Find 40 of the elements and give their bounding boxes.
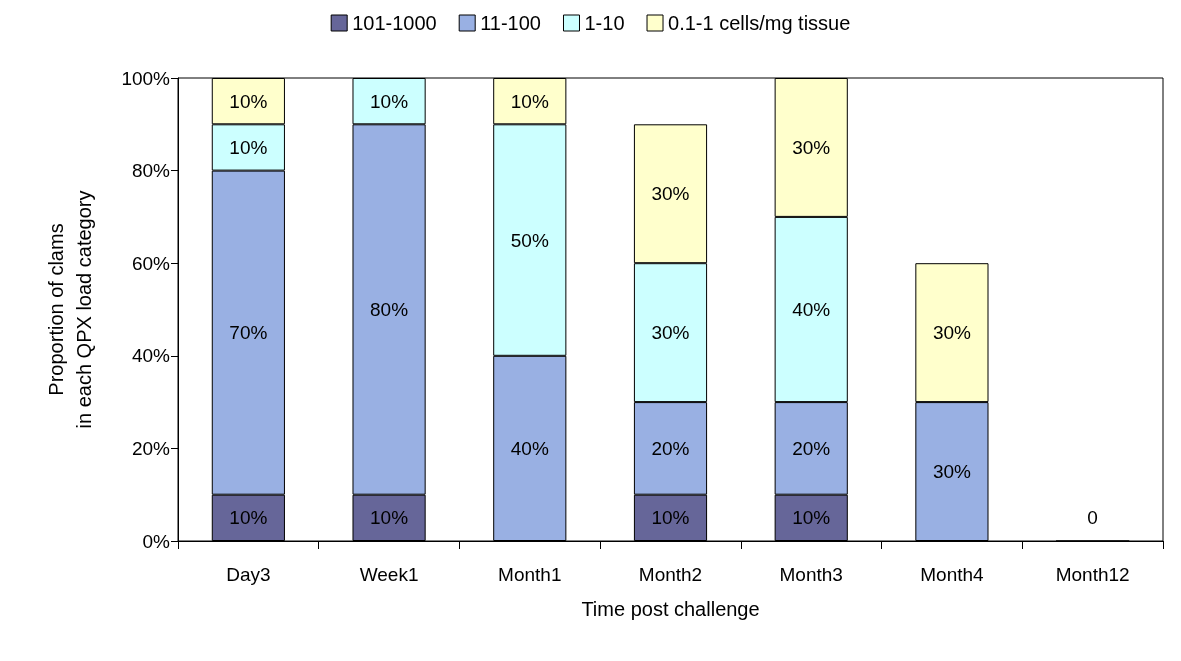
y-axis-title: Proportion of clams in each QPX load category (45, 190, 95, 429)
legend-label: 11-100 (480, 12, 541, 34)
data-label: 30% (792, 136, 831, 158)
x-tick-label: Day3 (226, 564, 271, 585)
data-label: 40% (792, 299, 831, 320)
data-label: 70% (229, 322, 268, 344)
data-label: 10% (370, 507, 409, 529)
data-label: 40% (510, 437, 549, 459)
data-label: 30% (651, 322, 690, 344)
x-tick-label: Month2 (638, 564, 703, 585)
data-label: 0 (1087, 506, 1098, 528)
data-label: 80% (370, 299, 409, 320)
y-tick-label: 0% (142, 530, 171, 552)
y-tick-label: 60% (131, 252, 171, 274)
x-tick-label: Month1 (498, 564, 562, 585)
data-label: 10% (370, 90, 409, 112)
legend-label: 101-1000 (352, 12, 437, 34)
data-label: 50% (510, 229, 549, 251)
data-label: 10% (510, 90, 549, 112)
x-tick-label: Month12 (1055, 564, 1130, 585)
data-label: 10% (651, 507, 690, 529)
y-tick-label: 80% (131, 160, 171, 182)
data-label: 30% (932, 461, 972, 483)
data-label: 10% (792, 507, 831, 529)
x-tick-label: Week1 (359, 564, 419, 585)
y-tick-label: 100% (121, 67, 171, 89)
y-tick-label: 40% (131, 345, 171, 367)
data-label: 30% (932, 322, 972, 344)
legend-label: 0.1-1 cells/mg tissue (668, 12, 851, 34)
x-tick-label: Month4 (920, 564, 985, 585)
data-label: 20% (651, 437, 690, 459)
data-label: 30% (651, 183, 690, 205)
x-tick-label: Month3 (779, 564, 843, 585)
y-tick-label: 20% (131, 437, 171, 459)
data-label: 10% (229, 136, 268, 158)
legend-label: 1-10 (584, 12, 625, 34)
data-label: 10% (229, 90, 268, 112)
x-axis-title: Time post challenge (581, 598, 760, 620)
data-label: 10% (229, 507, 268, 529)
data-label: 20% (792, 437, 831, 459)
